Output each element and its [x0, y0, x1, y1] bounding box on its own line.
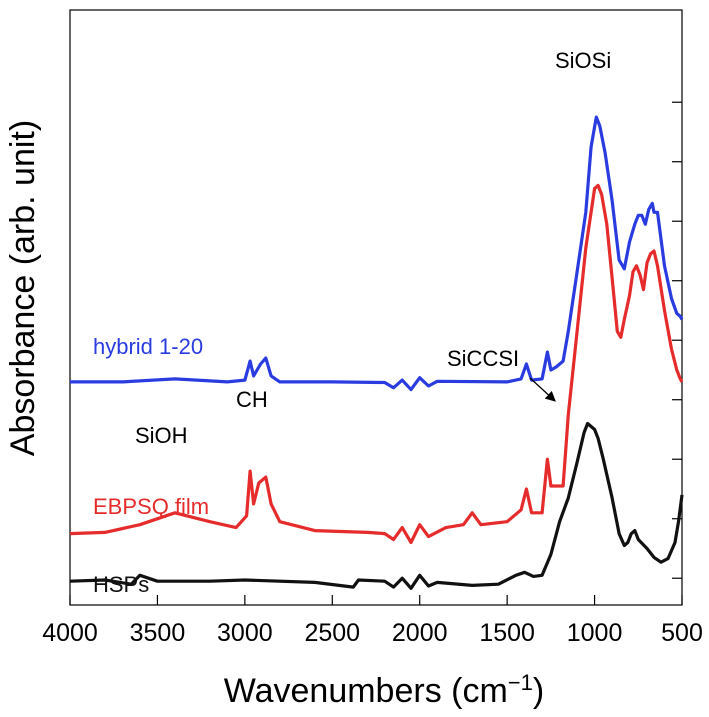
series-line-1	[69, 183, 684, 545]
series-line-2	[69, 421, 684, 590]
annotation-arrow	[529, 377, 556, 402]
y-axis-ticks	[672, 101, 682, 579]
annotation-sioh: SiOH	[135, 423, 188, 448]
x-tick-label: 2500	[304, 619, 360, 647]
x-tick-label: 4000	[42, 619, 98, 647]
series-label-hybrid: hybrid 1-20	[93, 334, 203, 359]
x-axis-title-close: )	[533, 672, 544, 710]
x-tick-label: 2000	[392, 619, 448, 647]
y-axis-title: Absorbance (arb. unit)	[4, 120, 42, 456]
series-label-ebpsq: EBPSQ film	[93, 494, 209, 519]
x-tick-label: 3000	[217, 619, 273, 647]
plot-area	[69, 9, 683, 606]
x-axis-title: Wavenumbers (cm−1)	[224, 670, 544, 710]
x-tick-label: 1500	[479, 619, 535, 647]
plot-frame	[69, 9, 683, 606]
x-axis-ticks: 4000 3500 3000 2500 2000 1500 1000 500	[42, 595, 703, 647]
x-axis-title-sup: −1	[508, 670, 533, 695]
annotation-siccsi: SiCCSI	[447, 346, 519, 371]
annotation-siosi: SiOSi	[555, 48, 611, 73]
x-tick-label: 500	[661, 619, 703, 647]
annotation-ch: CH	[236, 387, 268, 412]
x-tick-label: 3500	[130, 619, 186, 647]
series-group	[69, 115, 684, 590]
series-label-hsps: HSPs	[93, 572, 149, 597]
series-line-0	[70, 115, 684, 392]
x-tick-label: 1000	[567, 619, 623, 647]
